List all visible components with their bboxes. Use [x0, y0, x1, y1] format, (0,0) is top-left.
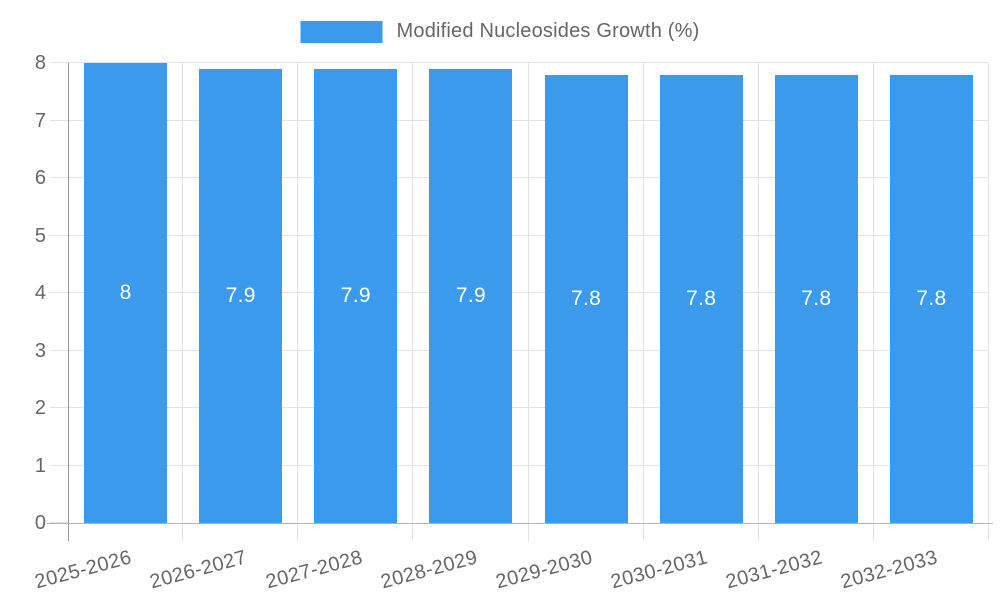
y-tick [50, 522, 68, 523]
x-tick-label: 2028-2029 [378, 546, 480, 594]
bar-value-label: 7.8 [916, 286, 947, 310]
x-tick [527, 523, 529, 541]
x-tick [757, 523, 759, 541]
y-tick [50, 119, 68, 121]
gridline-h [68, 119, 989, 121]
y-tick [50, 407, 68, 408]
gridline-v [412, 63, 414, 523]
gridline-h [68, 349, 989, 351]
plot-area: 8 7.9 7.9 7.9 7.8 7.8 7.8 7.8 [68, 62, 989, 523]
gridline-v [872, 63, 874, 523]
bar: 8 [84, 63, 168, 523]
x-tick-label: 2032-2033 [838, 546, 941, 594]
bar: 7.8 [659, 74, 743, 523]
y-tick-label: 0 [34, 512, 46, 534]
gridline-h [68, 234, 989, 236]
bar-value-label: 7.9 [340, 283, 371, 307]
gridline-h [68, 292, 989, 293]
bar: 7.8 [774, 74, 858, 523]
x-tick [182, 523, 184, 541]
x-tick-label: 2026-2027 [147, 546, 250, 594]
x-axis-line [47, 523, 993, 524]
y-tick [50, 464, 68, 466]
x-tick-label: 2027-2028 [263, 546, 365, 594]
y-tick-label: 3 [34, 339, 46, 362]
gridline-v [527, 63, 529, 523]
x-tick [988, 523, 989, 541]
bar: 7.9 [314, 68, 398, 523]
bar: 7.9 [429, 68, 513, 523]
bar-value-label: 7.8 [686, 286, 717, 310]
gridline-v [642, 63, 644, 523]
gridline-v [182, 63, 184, 523]
legend-swatch [300, 20, 383, 43]
x-tick-label: 2025-2026 [32, 546, 135, 594]
x-tick-label: 2029-2030 [493, 546, 595, 594]
y-tick-label: 2 [34, 397, 46, 419]
legend-label: Modified Nucleosides Growth (%) [396, 20, 700, 42]
y-tick-label: 7 [34, 109, 46, 132]
x-tick-label: 2031-2032 [723, 546, 826, 594]
y-tick [50, 292, 68, 293]
y-tick-label: 1 [34, 454, 46, 477]
gridline-h [68, 62, 989, 63]
gridline-v [757, 63, 759, 523]
y-axis-line [68, 63, 69, 541]
gridline-h [68, 407, 989, 408]
gridline-h [68, 177, 989, 178]
gridline-v [297, 63, 299, 523]
y-tick-label: 5 [34, 224, 46, 247]
bar-value-label: 8 [119, 281, 132, 304]
x-tick [297, 523, 299, 541]
bar: 7.8 [544, 74, 628, 523]
x-tick-label: 2030-2031 [608, 546, 711, 594]
bar-value-label: 7.9 [225, 283, 256, 307]
gridline-v [988, 63, 989, 523]
y-tick-label: 6 [34, 167, 46, 189]
x-tick [412, 523, 414, 541]
y-tick [50, 234, 68, 236]
x-tick [642, 523, 644, 541]
x-tick [872, 523, 874, 541]
y-tick [50, 62, 68, 63]
bar: 7.9 [199, 68, 283, 523]
gridline-h [68, 464, 989, 466]
y-tick [50, 349, 68, 351]
legend-item[interactable]: Modified Nucleosides Growth (%) [300, 20, 700, 43]
bar-value-label: 7.8 [571, 286, 602, 310]
y-tick-label: 8 [34, 52, 46, 74]
bar-value-label: 7.8 [801, 286, 832, 310]
y-tick [50, 177, 68, 178]
y-tick-label: 4 [34, 282, 46, 304]
bar: 7.8 [889, 74, 973, 523]
bar-value-label: 7.9 [455, 283, 486, 307]
